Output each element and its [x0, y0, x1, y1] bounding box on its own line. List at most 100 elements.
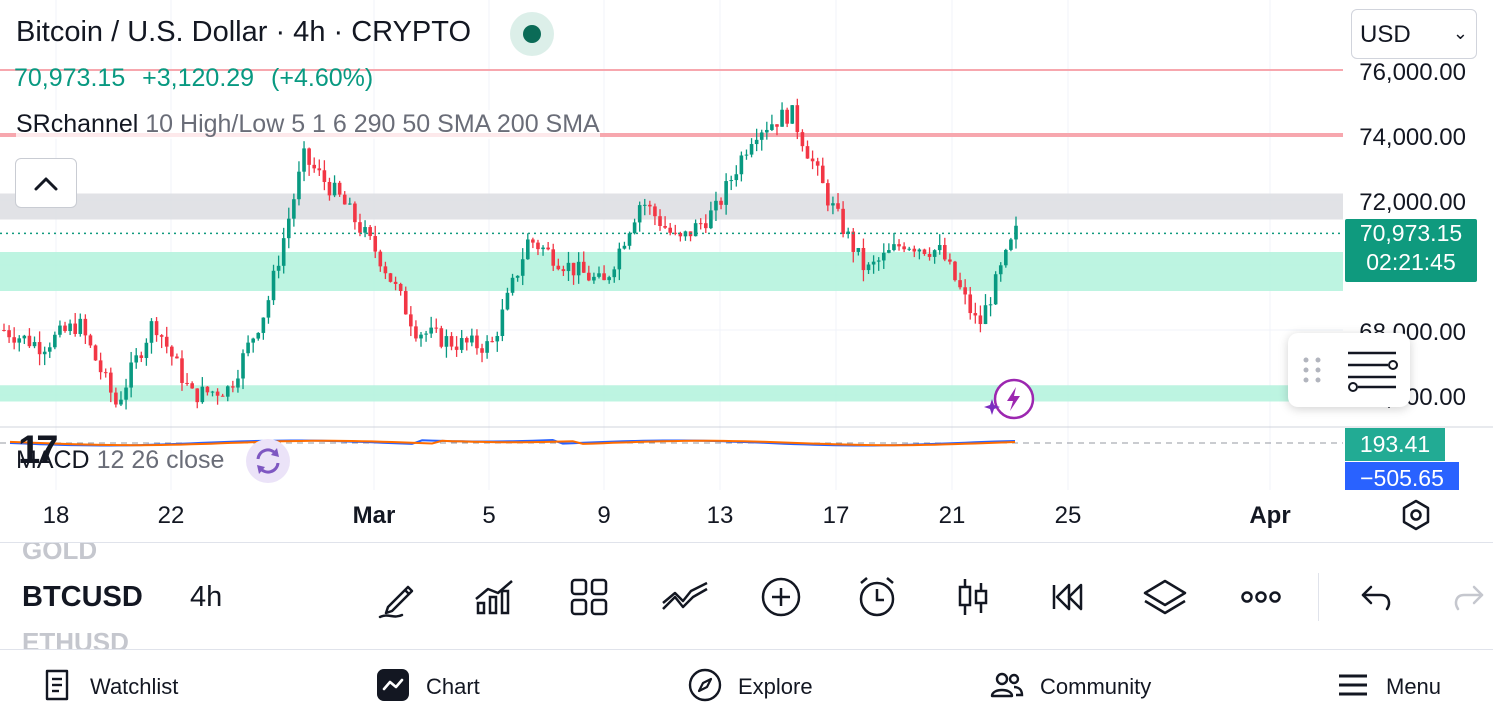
candle-body [342, 194, 347, 205]
candle-body [536, 242, 540, 250]
time-axis-label: 9 [597, 502, 611, 529]
time-axis[interactable]: 18 22 Mar 5 9 13 17 21 25 Apr [0, 490, 1493, 543]
current-interval[interactable]: 4h [190, 581, 223, 613]
replay-button[interactable] [1045, 573, 1093, 621]
candle-body [531, 239, 535, 243]
candle-body [297, 171, 301, 200]
chart-settings-panel[interactable] [1288, 333, 1410, 407]
candle-body [988, 304, 993, 306]
indicators-button[interactable] [470, 573, 518, 621]
candle-body [78, 318, 83, 334]
candle-body [805, 146, 810, 159]
candle-body [175, 356, 179, 359]
market-status-indicator[interactable] [510, 12, 554, 56]
candle-body [556, 265, 561, 270]
candle-body [831, 203, 835, 206]
candle-body [393, 281, 398, 284]
macd-legend[interactable]: MACD 12 26 close [16, 446, 224, 475]
candle-body [337, 182, 342, 195]
layout-button[interactable] [565, 573, 613, 621]
candle-body [12, 337, 16, 343]
candle-body [820, 165, 825, 184]
nav-chart[interactable]: Chart [376, 668, 496, 704]
macd-reload-button[interactable] [246, 439, 290, 483]
time-axis-label: 5 [482, 502, 496, 529]
redo-button[interactable] [1446, 573, 1493, 621]
candle-body [973, 313, 978, 316]
add-button[interactable] [757, 573, 805, 621]
indicator-legend[interactable]: SRchannel 10 High/Low 5 1 6 290 50 SMA 2… [16, 110, 600, 139]
community-icon [990, 672, 1024, 698]
candle-body [510, 277, 515, 293]
candle-body [22, 335, 27, 339]
nav-explore[interactable]: Explore [688, 668, 818, 704]
candle-body [63, 325, 67, 332]
layout-grid-icon [570, 578, 608, 616]
candle-body [1004, 249, 1008, 266]
candle-body [144, 342, 149, 358]
candle-body [332, 182, 337, 196]
candle-body [93, 345, 98, 361]
candle-body [485, 341, 489, 353]
auto-scale-icon[interactable] [1398, 497, 1434, 533]
candle-body [266, 300, 271, 318]
drag-handle-icon[interactable] [1298, 351, 1328, 391]
candle-body [363, 227, 367, 233]
candle-body [388, 273, 393, 282]
candle-body [261, 317, 266, 333]
pencil-icon [378, 585, 414, 619]
nav-community[interactable]: Community [990, 668, 1160, 704]
drawing-tools-button[interactable] [374, 573, 422, 621]
candle-body [744, 154, 749, 156]
watchlist-symbol-next[interactable]: ETHUSD [22, 627, 129, 650]
nav-watchlist[interactable]: Watchlist [40, 668, 190, 704]
collapse-legend-button[interactable] [15, 158, 77, 208]
candle-body [673, 232, 678, 234]
candle-body [505, 292, 510, 310]
settings-sliders-icon[interactable] [1344, 345, 1404, 395]
currency-select[interactable]: USD ⌄ [1351, 9, 1477, 59]
nav-community-label: Community [1040, 674, 1152, 699]
candle-body [464, 338, 469, 343]
candle-body [525, 239, 530, 260]
macd-params: 12 26 close [96, 446, 225, 474]
candle-body [770, 124, 774, 130]
candle-body [963, 287, 967, 295]
candle-body [220, 395, 225, 397]
candle-body [490, 341, 495, 343]
symbol-title[interactable]: Bitcoin / U.S. Dollar · 4h · CRYPTO [16, 16, 472, 48]
candle-body [149, 321, 154, 343]
nav-chart-label: Chart [426, 674, 480, 699]
nav-menu[interactable]: Menu [1336, 668, 1456, 704]
candle-body [215, 391, 220, 396]
candle-body [353, 203, 357, 223]
current-symbol[interactable]: BTCUSD [22, 581, 143, 613]
candle-body [927, 253, 932, 257]
candle-body [795, 105, 800, 133]
candle-body [546, 247, 550, 250]
candle-body [668, 227, 672, 233]
chart-area[interactable]: Bitcoin / U.S. Dollar · 4h · CRYPTO 70,9… [0, 0, 1493, 490]
price-axis-label: 72,000.00 [1359, 189, 1466, 216]
chart-style-button[interactable] [949, 573, 997, 621]
watchlist-symbol-prev[interactable]: GOLD [22, 543, 98, 565]
candle-body [571, 262, 576, 276]
undo-button[interactable] [1351, 573, 1399, 621]
candle-body [180, 358, 184, 383]
more-button[interactable] [1237, 573, 1285, 621]
macd-value-tag: 193.41 [1345, 428, 1445, 461]
candle-body [648, 204, 652, 207]
candle-body [932, 250, 937, 257]
candle-body [302, 148, 306, 172]
compare-button[interactable] [661, 573, 709, 621]
layers-button[interactable] [1141, 573, 1189, 621]
chart-icon [377, 669, 409, 701]
alert-button[interactable] [853, 573, 901, 621]
candle-body [139, 355, 144, 358]
candle-body [953, 261, 957, 281]
ai-assist-button[interactable] [982, 375, 1038, 425]
candle-body [17, 338, 22, 343]
candle-body [887, 250, 891, 253]
refresh-icon [256, 448, 280, 474]
time-axis-label: 13 [706, 502, 734, 529]
